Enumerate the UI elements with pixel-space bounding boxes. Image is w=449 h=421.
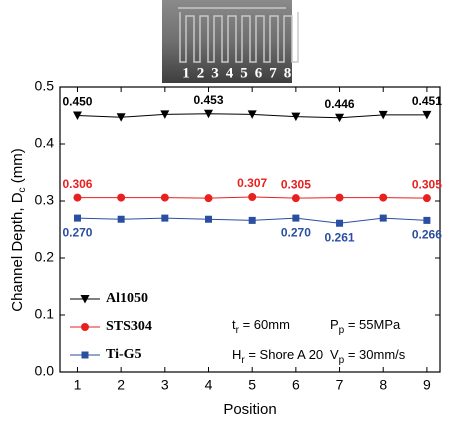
photo-label: 7	[269, 65, 277, 81]
marker	[378, 110, 388, 120]
y-label-sub: c	[17, 187, 28, 192]
y-tick-label: 0.1	[35, 306, 55, 322]
photo-label: 6	[255, 65, 263, 81]
marker	[291, 194, 300, 203]
marker	[117, 193, 126, 202]
value-label: 0.307	[237, 176, 267, 190]
marker	[422, 194, 431, 203]
marker	[248, 193, 257, 202]
annotation: tr = 60mm	[232, 317, 290, 335]
value-label: 0.446	[325, 97, 355, 111]
y-tick-label: 0.5	[35, 78, 55, 94]
photo-label: 3	[211, 65, 219, 81]
annotation-rest: = 30mm/s	[344, 347, 406, 362]
x-tick-label: 4	[205, 377, 213, 393]
x-tick-label: 8	[379, 377, 387, 393]
x-tick-label: 5	[248, 377, 256, 393]
annotation: Hr = Shore A 20	[232, 347, 323, 365]
marker	[422, 110, 432, 120]
legend-marker	[81, 323, 89, 331]
photo-label: 2	[197, 65, 205, 81]
value-label: 0.261	[325, 230, 355, 244]
annotation-sub: r	[236, 325, 240, 336]
y-tick-label: 0.3	[35, 192, 55, 208]
marker	[205, 215, 213, 223]
y-tick-label: 0.0	[35, 363, 55, 379]
marker	[335, 113, 345, 123]
x-tick-label: 9	[423, 377, 431, 393]
x-tick-label: 7	[336, 377, 344, 393]
annotation: Vp = 30mm/s	[330, 347, 406, 365]
marker	[73, 214, 81, 222]
marker	[336, 219, 344, 227]
annotation: Pp = 55MPa	[330, 317, 401, 335]
value-label: 0.266	[412, 228, 442, 242]
marker	[160, 110, 170, 119]
annotation-rest: = 60mm	[239, 317, 290, 332]
photo-label: 1	[182, 65, 190, 81]
marker	[116, 113, 126, 122]
marker	[73, 193, 82, 202]
annotation-sub: r	[241, 355, 245, 366]
value-label: 0.270	[281, 225, 311, 239]
value-label: 0.306	[62, 177, 92, 191]
value-label: 0.270	[62, 225, 92, 239]
y-axis-label: Channel Depth, Dc (mm)	[9, 148, 28, 311]
y-tick-label: 0.4	[35, 135, 55, 151]
value-label: 0.451	[412, 94, 442, 108]
x-tick-label: 2	[117, 377, 125, 393]
x-axis-label: Position	[223, 401, 276, 418]
marker	[160, 193, 169, 202]
marker	[291, 112, 301, 122]
legend-marker	[80, 295, 90, 304]
annotation-sub: p	[339, 355, 345, 366]
marker	[379, 193, 388, 202]
y-label-text: Channel Depth, D	[9, 192, 26, 311]
plot-frame	[59, 86, 441, 373]
marker	[248, 216, 256, 224]
annotation-main: V	[330, 347, 339, 362]
x-tick-label: 1	[74, 377, 82, 393]
photo	[162, 0, 299, 83]
marker	[204, 194, 213, 203]
annotation-main: P	[330, 317, 339, 332]
x-tick-label: 3	[161, 377, 169, 393]
marker	[117, 215, 125, 223]
y-tick-label: 0.2	[35, 249, 55, 265]
legend-marker	[81, 351, 89, 359]
x-tick-label: 6	[292, 377, 300, 393]
marker	[204, 109, 214, 119]
photo-label: 9	[298, 65, 306, 81]
legend-label: Al1050	[106, 291, 148, 306]
annotation-rest: = Shore A 20	[245, 347, 323, 362]
marker	[247, 110, 257, 119]
annotation-main: H	[232, 347, 241, 362]
marker	[72, 111, 82, 120]
marker	[423, 216, 431, 224]
photo-label: 4	[226, 65, 234, 81]
value-label: 0.450	[62, 95, 92, 109]
annotation-main: t	[232, 317, 236, 332]
annotation-rest: = 55MPa	[344, 317, 401, 332]
photo-label: 5	[240, 65, 248, 81]
y-label-unit: (mm)	[9, 148, 26, 187]
marker	[292, 214, 300, 222]
marker	[379, 214, 387, 222]
legend-label: STS304	[106, 319, 152, 334]
marker	[335, 193, 344, 202]
annotation-sub: p	[339, 325, 345, 336]
legend-label: Ti-G5	[106, 347, 142, 362]
value-label: 0.453	[193, 93, 223, 107]
value-label: 0.305	[412, 177, 442, 191]
marker	[161, 214, 169, 222]
photo-label: 8	[284, 65, 292, 81]
value-label: 0.305	[281, 177, 311, 191]
